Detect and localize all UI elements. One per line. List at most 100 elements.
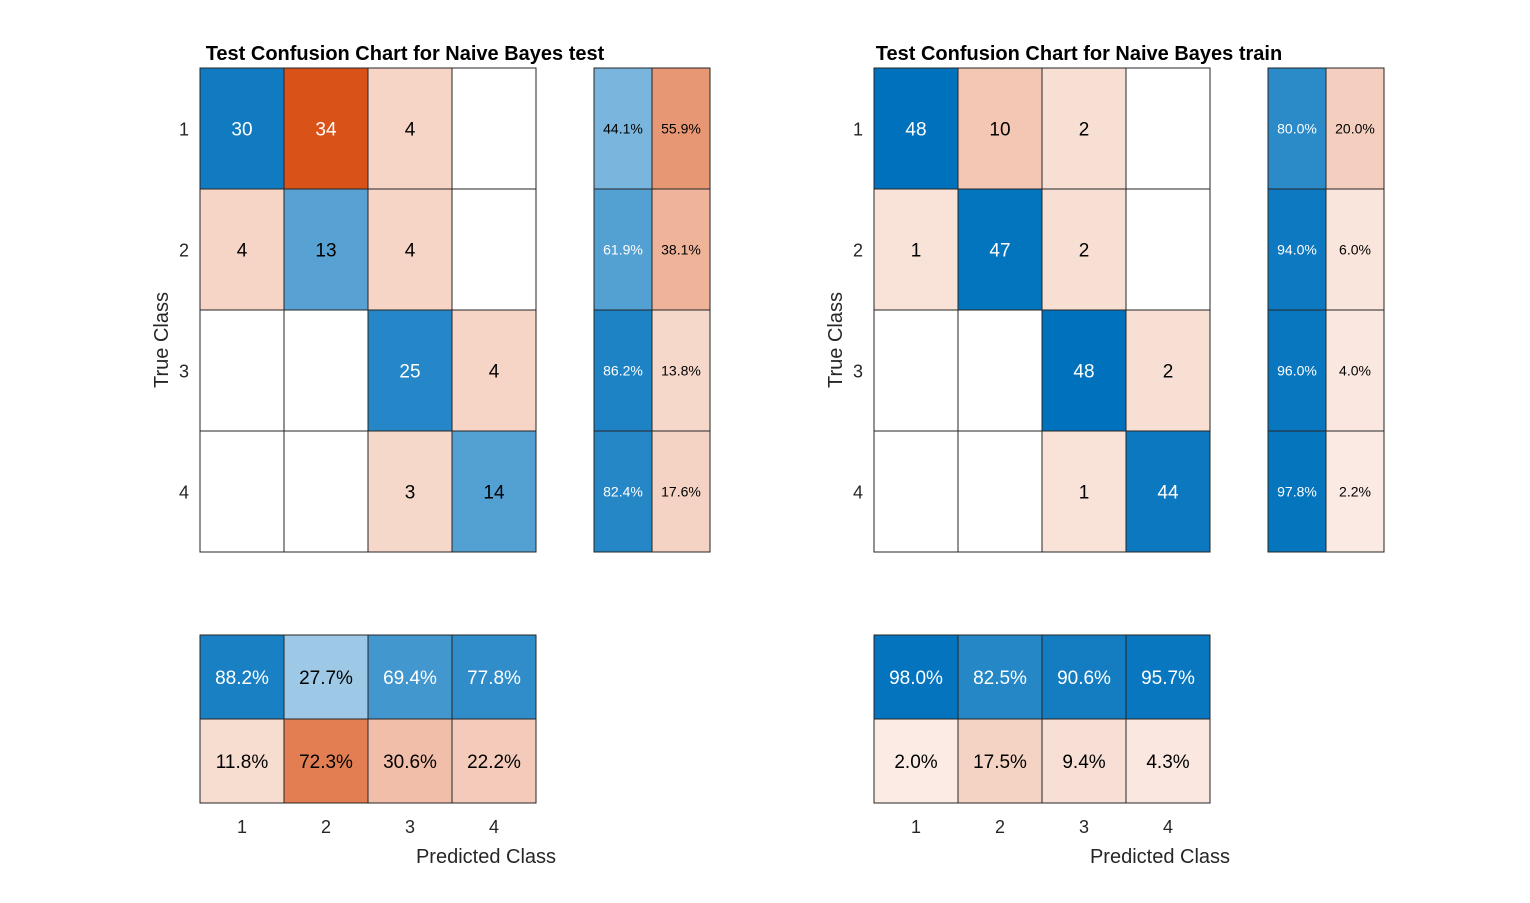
row-summary-value-r4-correct: 97.8% <box>1277 484 1317 500</box>
row-summary-value-r3-incorrect: 13.8% <box>661 363 701 379</box>
confusion-chart-1: Test Confusion Chart for Naive Bayes tes… <box>151 43 711 868</box>
cell-value-r1-c2: 34 <box>315 120 337 141</box>
true-class-tick-1: 1 <box>179 120 189 140</box>
cell-r2-c2 <box>283 188 369 311</box>
cell-value-r2-c1: 1 <box>911 241 922 262</box>
row-summary-value-r2-correct: 94.0% <box>1277 242 1317 258</box>
y-axis-label: True Class <box>825 292 847 388</box>
row-summary-value-r4-correct: 82.4% <box>603 484 643 500</box>
cell-value-r2-c2: 13 <box>315 241 336 262</box>
cell-value-r4-c3: 3 <box>405 483 416 504</box>
cell-r2-c3 <box>367 188 453 311</box>
cell-value-r1-c1: 30 <box>231 120 252 141</box>
row-summary-r2-incorrect <box>1325 188 1385 311</box>
cell-value-r3-c4: 2 <box>1163 362 1174 383</box>
cell-r4-c2 <box>957 430 1043 553</box>
column-summary-incorrect-c2 <box>957 718 1043 804</box>
cell-r1-c3 <box>367 67 453 190</box>
cell-r3-c4 <box>451 309 537 432</box>
row-summary-r3-incorrect <box>651 309 711 432</box>
column-summary-value-incorrect-c2: 72.3% <box>299 752 353 773</box>
cell-r2-c4 <box>1125 188 1211 311</box>
cell-r4-c1 <box>199 430 285 553</box>
row-summary-r3-incorrect <box>1325 309 1385 432</box>
row-summary-r4-correct <box>1267 430 1327 553</box>
predicted-class-tick-2: 2 <box>995 817 1005 837</box>
cell-r1-c2 <box>957 67 1043 190</box>
cell-value-r3-c4: 4 <box>489 362 500 383</box>
predicted-class-tick-3: 3 <box>405 817 415 837</box>
row-summary-r4-incorrect <box>651 430 711 553</box>
cell-value-r4-c4: 14 <box>483 483 505 504</box>
true-class-tick-4: 4 <box>179 483 189 503</box>
predicted-class-tick-3: 3 <box>1079 817 1089 837</box>
cell-value-r3-c3: 48 <box>1073 362 1094 383</box>
row-summary-value-r1-incorrect: 55.9% <box>661 121 701 137</box>
row-summary-r2-incorrect <box>651 188 711 311</box>
column-summary-value-correct-c4: 77.8% <box>467 668 521 689</box>
row-summary-value-r2-incorrect: 38.1% <box>661 242 701 258</box>
cell-value-r2-c3: 2 <box>1079 241 1090 262</box>
cell-value-r1-c1: 48 <box>905 120 926 141</box>
column-summary-correct-c1 <box>873 634 959 720</box>
cell-value-r2-c3: 4 <box>405 241 416 262</box>
column-summary-incorrect-c4 <box>1125 718 1211 804</box>
cell-value-r1-c2: 10 <box>989 120 1010 141</box>
cell-r4-c2 <box>283 430 369 553</box>
cell-value-r3-c3: 25 <box>399 362 420 383</box>
row-summary-r1-incorrect <box>651 67 711 190</box>
column-summary-value-incorrect-c1: 11.8% <box>216 752 269 773</box>
predicted-class-tick-4: 4 <box>1163 817 1173 837</box>
cell-r2-c2 <box>957 188 1043 311</box>
row-summary-r2-correct <box>1267 188 1327 311</box>
cell-value-r4-c3: 1 <box>1079 483 1090 504</box>
column-summary-incorrect-c4 <box>451 718 537 804</box>
row-summary-r1-incorrect <box>1325 67 1385 190</box>
cell-r1-c2 <box>283 67 369 190</box>
column-summary-value-incorrect-c3: 30.6% <box>383 752 437 773</box>
cell-r2-c1 <box>199 188 285 311</box>
column-summary-correct-c3 <box>1041 634 1127 720</box>
true-class-tick-3: 3 <box>179 362 189 382</box>
column-summary-incorrect-c1 <box>199 718 285 804</box>
column-summary-correct-c2 <box>283 634 369 720</box>
row-summary-r2-correct <box>593 188 653 311</box>
column-summary-correct-c4 <box>1125 634 1211 720</box>
column-summary-correct-c2 <box>957 634 1043 720</box>
cell-r4-c3 <box>1041 430 1127 553</box>
y-axis-label: True Class <box>151 292 173 388</box>
column-summary-value-correct-c1: 98.0% <box>889 668 943 689</box>
true-class-tick-2: 2 <box>179 241 189 261</box>
cell-r1-c3 <box>1041 67 1127 190</box>
cell-r4-c3 <box>367 430 453 553</box>
cell-r3-c1 <box>873 309 959 432</box>
row-summary-r1-correct <box>1267 67 1327 190</box>
row-summary-value-r1-correct: 80.0% <box>1277 121 1317 137</box>
cell-value-r2-c1: 4 <box>237 241 248 262</box>
row-summary-value-r4-incorrect: 2.2% <box>1339 484 1371 500</box>
row-summary-value-r4-incorrect: 17.6% <box>661 484 701 500</box>
cell-r3-c2 <box>957 309 1043 432</box>
chart-title: Test Confusion Chart for Naive Bayes tes… <box>206 43 605 65</box>
cell-r3-c1 <box>199 309 285 432</box>
cell-r3-c2 <box>283 309 369 432</box>
row-summary-value-r1-correct: 44.1% <box>603 121 643 137</box>
column-summary-value-incorrect-c3: 9.4% <box>1062 752 1105 773</box>
cell-r1-c4 <box>1125 67 1211 190</box>
column-summary-correct-c3 <box>367 634 453 720</box>
x-axis-label: Predicted Class <box>416 846 556 868</box>
cell-r4-c4 <box>451 430 537 553</box>
true-class-tick-2: 2 <box>853 241 863 261</box>
column-summary-incorrect-c3 <box>367 718 453 804</box>
predicted-class-tick-1: 1 <box>237 817 247 837</box>
cell-r1-c1 <box>873 67 959 190</box>
cell-value-r4-c4: 44 <box>1157 483 1179 504</box>
row-summary-value-r3-correct: 86.2% <box>603 363 643 379</box>
row-summary-value-r1-incorrect: 20.0% <box>1335 121 1375 137</box>
row-summary-value-r2-correct: 61.9% <box>603 242 643 258</box>
x-axis-label: Predicted Class <box>1090 846 1230 868</box>
row-summary-r4-incorrect <box>1325 430 1385 553</box>
column-summary-value-incorrect-c4: 4.3% <box>1146 752 1189 773</box>
column-summary-value-correct-c3: 90.6% <box>1057 668 1111 689</box>
